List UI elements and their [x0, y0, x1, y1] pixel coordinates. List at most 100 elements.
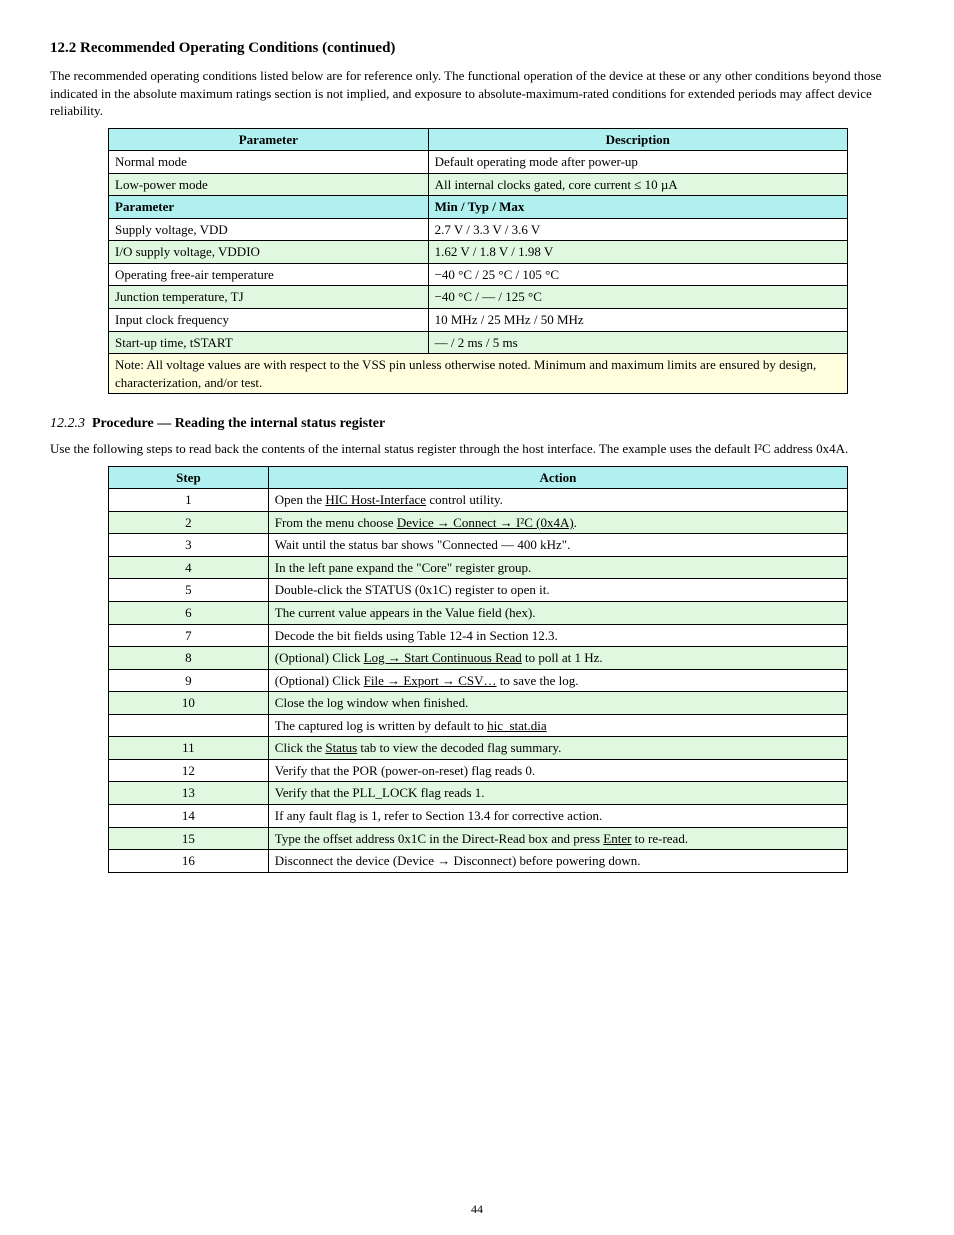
table-row: 5Double-click the STATUS (0x1C) register… [109, 579, 848, 602]
table-row: 14If any fault flag is 1, refer to Secti… [109, 804, 848, 827]
table-row: 9(Optional) Click File → Export → CSV… t… [109, 669, 848, 692]
step-number-cell: 10 [109, 692, 269, 715]
table-header-cell: Action [268, 466, 847, 489]
step-text: Click the [275, 740, 326, 755]
subsection-label: Procedure — Reading the internal status … [92, 416, 385, 431]
procedure-intro: Use the following steps to read back the… [50, 440, 904, 458]
table-cell: Normal mode [109, 151, 429, 174]
table-row: 15 Type the offset address 0x1C in the Di… [109, 827, 848, 850]
step-action-cell: Close the log window when finished. [268, 692, 847, 715]
step-action-cell: Open the HIC Host-Interface control util… [268, 489, 847, 512]
table-cell: 10 MHz / 25 MHz / 50 MHz [428, 309, 847, 332]
table-cell: 1.62 V / 1.8 V / 1.98 V [428, 241, 847, 264]
table-row: 12Verify that the POR (power-on-reset) f… [109, 759, 848, 782]
step-link[interactable]: Enter [603, 831, 631, 846]
table-cell: Min / Typ / Max [428, 196, 847, 219]
procedure-table: StepAction1Open the HIC Host-Interface c… [108, 466, 848, 873]
table-row: 8 (Optional) Click Log → Start Continuous… [109, 647, 848, 670]
step-number-cell: 5 [109, 579, 269, 602]
table-cell: Default operating mode after power-up [428, 151, 847, 174]
step-action-cell: Double-click the STATUS (0x1C) register … [268, 579, 847, 602]
step-link[interactable]: HIC Host-Interface [325, 492, 426, 507]
step-action-cell: From the menu choose Device → Connect → … [268, 511, 847, 534]
table-row: 3Wait until the status bar shows "Connec… [109, 534, 848, 557]
table-row: 2From the menu choose Device → Connect →… [109, 511, 848, 534]
step-number-cell: 12 [109, 759, 269, 782]
step-number-cell: 4 [109, 556, 269, 579]
table-row: 1Open the HIC Host-Interface control uti… [109, 489, 848, 512]
table-row: 4In the left pane expand the "Core" regi… [109, 556, 848, 579]
step-number-cell: 13 [109, 782, 269, 805]
step-number-cell: 7 [109, 624, 269, 647]
table-row: 6The current value appears in the Value … [109, 602, 848, 625]
table-cell: Junction temperature, TJ [109, 286, 429, 309]
step-link[interactable]: hic_stat.dia [487, 718, 547, 733]
step-text: to re-read. [631, 831, 688, 846]
table-cell: Description [428, 128, 847, 151]
step-action-cell: If any fault flag is 1, refer to Section… [268, 804, 847, 827]
step-action-cell: Wait until the status bar shows "Connect… [268, 534, 847, 557]
subsection-number: 12.2.3 [50, 416, 85, 431]
table-cell: Operating free-air temperature [109, 263, 429, 286]
table-cell: Low-power mode [109, 173, 429, 196]
step-number-cell: 15 [109, 827, 269, 850]
step-text: From the menu choose [275, 515, 397, 530]
table-header-cell: Step [109, 466, 269, 489]
table-cell: −40 °C / — / 125 °C [428, 286, 847, 309]
step-action-cell: Disconnect the device (Device → Disconne… [268, 850, 847, 873]
table-row: 11Click the Status tab to view the decod… [109, 737, 848, 760]
step-action-cell: The captured log is written by default t… [268, 714, 847, 737]
step-link[interactable]: Status [325, 740, 357, 755]
step-number-cell [109, 714, 269, 737]
step-text: control utility. [426, 492, 503, 507]
step-action-cell: Click the Status tab to view the decoded… [268, 737, 847, 760]
table-row: The captured log is written by default t… [109, 714, 848, 737]
step-text: The captured log is written by default t… [275, 718, 487, 733]
table-cell: I/O supply voltage, VDDIO [109, 241, 429, 264]
step-number-cell: 6 [109, 602, 269, 625]
table-cell: 2.7 V / 3.3 V / 3.6 V [428, 218, 847, 241]
table-cell: Parameter [109, 196, 429, 219]
table-cell: Input clock frequency [109, 309, 429, 332]
table-cell: Parameter [109, 128, 429, 151]
step-link[interactable]: Log → Start Continuous Read [364, 650, 522, 665]
table-cell: All internal clocks gated, core current … [428, 173, 847, 196]
table-cell: −40 °C / 25 °C / 105 °C [428, 263, 847, 286]
step-number-cell: 14 [109, 804, 269, 827]
step-action-cell: Verify that the PLL_LOCK flag reads 1. [268, 782, 847, 805]
step-number-cell: 1 [109, 489, 269, 512]
section-heading: 12.2 Recommended Operating Conditions (c… [50, 40, 904, 57]
table-cell: Supply voltage, VDD [109, 218, 429, 241]
intro-paragraph: The recommended operating conditions lis… [50, 67, 904, 120]
subsection-title: 12.2.3 Procedure — Reading the internal … [50, 416, 904, 432]
table-row: 13Verify that the PLL_LOCK flag reads 1. [109, 782, 848, 805]
table-row: 7Decode the bit fields using Table 12-4 … [109, 624, 848, 647]
step-number-cell: 16 [109, 850, 269, 873]
table-cell: — / 2 ms / 5 ms [428, 331, 847, 354]
step-action-cell: (Optional) Click File → Export → CSV… to… [268, 669, 847, 692]
step-action-cell: Decode the bit fields using Table 12-4 i… [268, 624, 847, 647]
table-note: Note: All voltage values are with respec… [109, 354, 848, 394]
step-number-cell: 2 [109, 511, 269, 534]
table-row: 16Disconnect the device (Device → Discon… [109, 850, 848, 873]
step-text: to save the log. [497, 673, 579, 688]
step-action-cell: Verify that the POR (power-on-reset) fla… [268, 759, 847, 782]
step-link[interactable]: File → Export → CSV… [364, 673, 497, 688]
step-number-cell: 3 [109, 534, 269, 557]
step-number-cell: 11 [109, 737, 269, 760]
step-link[interactable]: Device → Connect → I²C (0x4A) [397, 515, 574, 530]
step-text: Type the offset address 0x1C in the Dire… [275, 831, 603, 846]
step-number-cell: 8 [109, 647, 269, 670]
step-text: tab to view the decoded flag summary. [357, 740, 561, 755]
step-action-cell: The current value appears in the Value f… [268, 602, 847, 625]
step-text: (Optional) Click [275, 673, 364, 688]
step-text: Open the [275, 492, 326, 507]
step-text: to poll at 1 Hz. [522, 650, 603, 665]
step-action-cell: Type the offset address 0x1C in the Dire… [268, 827, 847, 850]
step-text: (Optional) Click [275, 650, 364, 665]
table-row: 10Close the log window when finished. [109, 692, 848, 715]
operating-conditions-table: ParameterDescriptionNormal modeDefault o… [108, 128, 848, 395]
step-number-cell: 9 [109, 669, 269, 692]
step-action-cell: In the left pane expand the "Core" regis… [268, 556, 847, 579]
page-number: 44 [0, 1202, 954, 1217]
